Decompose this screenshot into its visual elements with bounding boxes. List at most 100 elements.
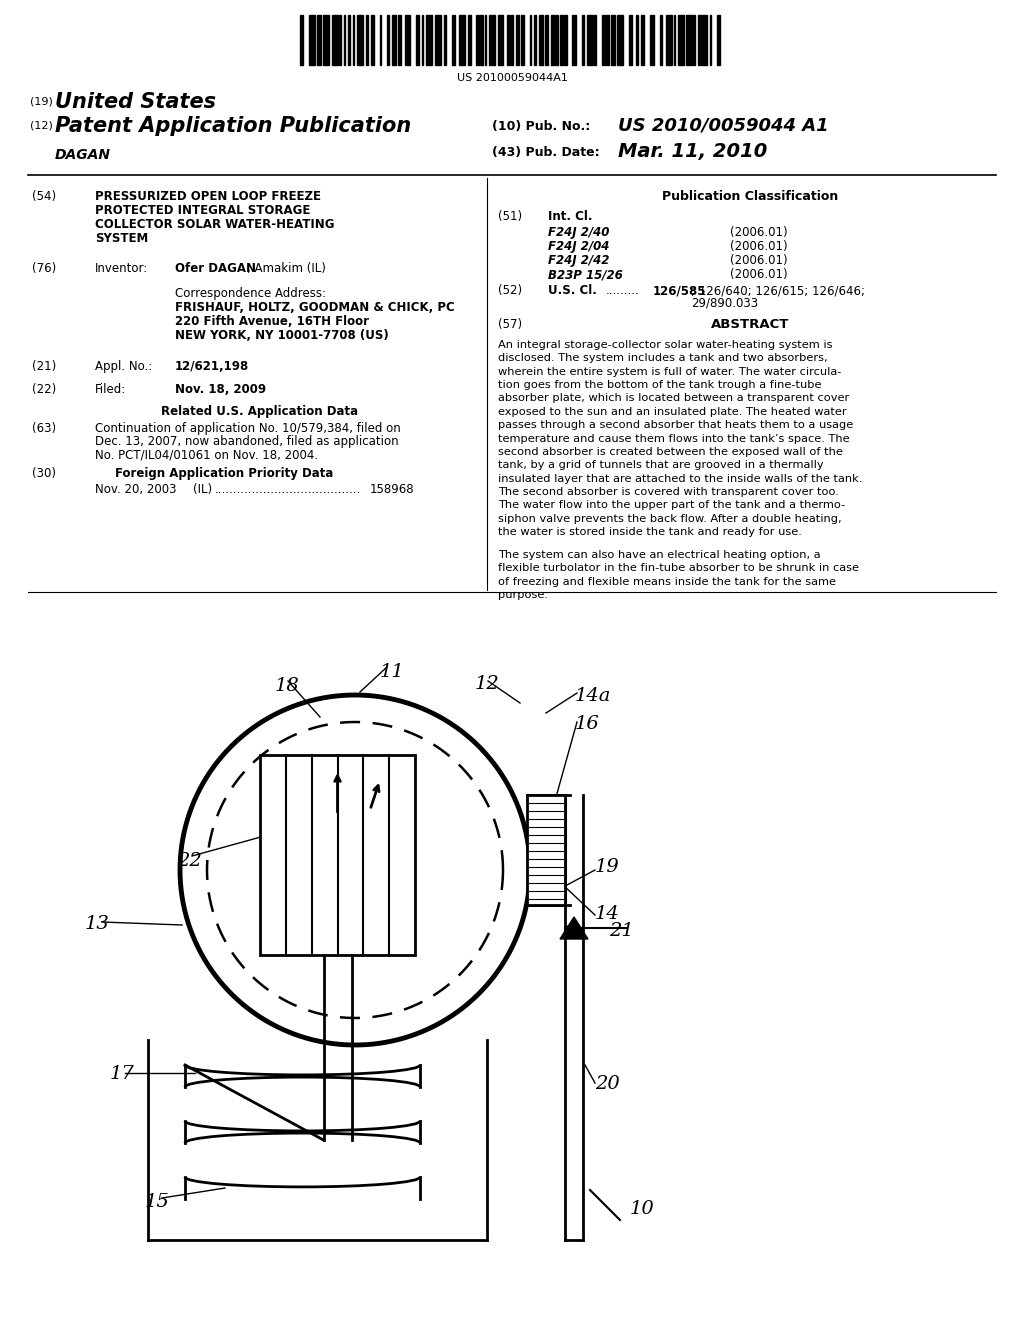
Text: 12/621,198: 12/621,198 <box>175 360 249 374</box>
Bar <box>452 15 455 65</box>
Bar <box>601 15 604 65</box>
Bar <box>702 15 707 65</box>
Text: 12: 12 <box>475 675 500 693</box>
Text: PRESSURIZED OPEN LOOP FREEZE: PRESSURIZED OPEN LOOP FREEZE <box>95 190 321 203</box>
Text: F24J 2/42: F24J 2/42 <box>548 253 609 267</box>
Bar <box>435 15 441 65</box>
Text: (2006.01): (2006.01) <box>730 240 787 253</box>
Text: Appl. No.:: Appl. No.: <box>95 360 153 374</box>
Bar <box>406 15 410 65</box>
Text: (12): (12) <box>30 120 53 129</box>
Text: (30): (30) <box>32 467 56 480</box>
Text: Publication Classification: Publication Classification <box>662 190 838 203</box>
Text: .......................................: ....................................... <box>215 483 361 496</box>
Text: An integral storage-collector solar water-heating system is
disclosed. The syste: An integral storage-collector solar wate… <box>498 341 862 537</box>
Bar <box>545 15 548 65</box>
Bar <box>693 15 694 65</box>
Text: (2006.01): (2006.01) <box>730 226 787 239</box>
Bar <box>529 15 531 65</box>
Bar <box>527 795 565 906</box>
Bar <box>498 15 503 65</box>
Text: (19): (19) <box>30 96 53 107</box>
Bar <box>697 15 700 65</box>
Text: 11: 11 <box>380 663 404 681</box>
Text: 158968: 158968 <box>370 483 415 496</box>
Text: (54): (54) <box>32 190 56 203</box>
Bar <box>660 15 662 65</box>
Text: DAGAN: DAGAN <box>55 148 111 162</box>
Bar <box>339 15 341 65</box>
Text: SYSTEM: SYSTEM <box>95 232 148 246</box>
Bar <box>516 15 519 65</box>
Text: ; 126/640; 126/615; 126/646;: ; 126/640; 126/615; 126/646; <box>691 284 865 297</box>
Bar <box>678 15 684 65</box>
Text: 20: 20 <box>595 1074 620 1093</box>
Text: Patent Application Publication: Patent Application Publication <box>55 116 412 136</box>
Text: Mar. 11, 2010: Mar. 11, 2010 <box>618 143 767 161</box>
Bar <box>559 15 562 65</box>
Text: 16: 16 <box>575 715 600 733</box>
Bar <box>300 15 303 65</box>
Text: NEW YORK, NY 10001-7708 (US): NEW YORK, NY 10001-7708 (US) <box>175 329 389 342</box>
Bar <box>366 15 368 65</box>
Text: COLLECTOR SOLAR WATER-HEATING: COLLECTOR SOLAR WATER-HEATING <box>95 218 335 231</box>
Text: (51): (51) <box>498 210 522 223</box>
Text: 21: 21 <box>609 921 634 940</box>
Bar <box>397 15 400 65</box>
Bar <box>416 15 419 65</box>
Text: Nov. 20, 2003: Nov. 20, 2003 <box>95 483 176 496</box>
Bar <box>316 15 321 65</box>
Text: No. PCT/IL04/01061 on Nov. 18, 2004.: No. PCT/IL04/01061 on Nov. 18, 2004. <box>95 447 318 461</box>
Text: 19: 19 <box>595 858 620 876</box>
Bar <box>387 15 388 65</box>
Text: , Amakim (IL): , Amakim (IL) <box>247 261 326 275</box>
Bar <box>555 15 558 65</box>
Polygon shape <box>560 917 588 939</box>
Bar <box>352 15 354 65</box>
Text: (10) Pub. No.:: (10) Pub. No.: <box>492 120 590 133</box>
Text: 17: 17 <box>110 1065 135 1082</box>
Text: PROTECTED INTEGRAL STORAGE: PROTECTED INTEGRAL STORAGE <box>95 205 310 216</box>
Text: 14a: 14a <box>575 686 611 705</box>
Bar <box>357 15 362 65</box>
Bar <box>717 15 720 65</box>
Bar <box>674 15 675 65</box>
Bar <box>343 15 345 65</box>
Bar <box>480 15 483 65</box>
Bar <box>564 15 567 65</box>
Text: B23P 15/26: B23P 15/26 <box>548 268 623 281</box>
Bar <box>507 15 509 65</box>
Bar <box>666 15 672 65</box>
Text: US 2010/0059044 A1: US 2010/0059044 A1 <box>618 116 828 135</box>
Text: .........: ......... <box>606 284 640 297</box>
Text: The system can also have an electrical heating option, a
flexible turbolator in : The system can also have an electrical h… <box>498 550 859 601</box>
Bar <box>489 15 495 65</box>
Text: 22: 22 <box>177 851 202 870</box>
Bar <box>260 755 415 954</box>
Bar <box>649 15 654 65</box>
Bar <box>309 15 315 65</box>
Text: (63): (63) <box>32 422 56 436</box>
Text: Ofer DAGAN: Ofer DAGAN <box>175 261 256 275</box>
Bar <box>484 15 486 65</box>
Text: Int. Cl.: Int. Cl. <box>548 210 593 223</box>
Text: (IL): (IL) <box>193 483 212 496</box>
Bar <box>582 15 584 65</box>
Bar <box>380 15 381 65</box>
Text: (43) Pub. Date:: (43) Pub. Date: <box>492 147 600 158</box>
Bar <box>426 15 432 65</box>
Text: FRISHAUF, HOLTZ, GOODMAN & CHICK, PC: FRISHAUF, HOLTZ, GOODMAN & CHICK, PC <box>175 301 455 314</box>
Text: Filed:: Filed: <box>95 383 126 396</box>
Text: 14: 14 <box>595 906 620 923</box>
Bar <box>587 15 593 65</box>
Bar <box>520 15 523 65</box>
Bar <box>640 15 643 65</box>
Bar <box>710 15 711 65</box>
Text: Dec. 13, 2007, now abandoned, filed as application: Dec. 13, 2007, now abandoned, filed as a… <box>95 436 398 447</box>
Text: 220 Fifth Avenue, 16TH Floor: 220 Fifth Avenue, 16TH Floor <box>175 315 369 327</box>
Bar <box>534 15 536 65</box>
Text: (2006.01): (2006.01) <box>730 268 787 281</box>
Bar <box>539 15 543 65</box>
Text: Inventor:: Inventor: <box>95 261 148 275</box>
Bar <box>510 15 513 65</box>
